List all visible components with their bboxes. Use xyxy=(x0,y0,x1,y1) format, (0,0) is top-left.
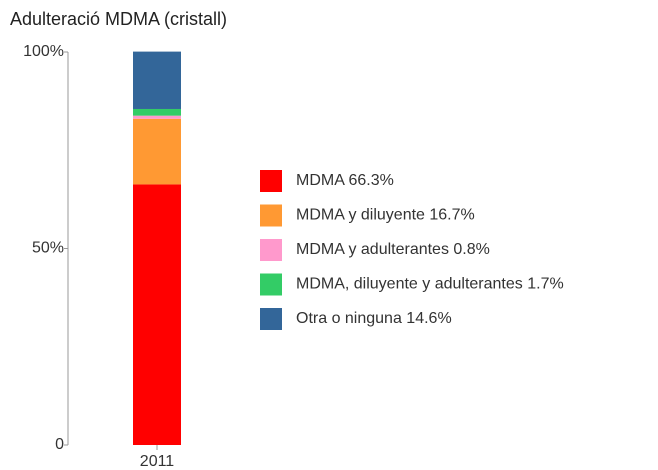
legend-swatch xyxy=(260,170,282,192)
y-tick-label: 100% xyxy=(23,43,64,60)
legend-swatch xyxy=(260,273,282,296)
bar-segment xyxy=(133,115,181,119)
bar-segment xyxy=(133,51,181,109)
legend-label: MDMA y diluyente 16.7% xyxy=(296,207,475,224)
y-tick-label: 50% xyxy=(32,240,64,257)
bar-segment xyxy=(133,184,181,446)
legend-swatch xyxy=(260,204,282,227)
bar-segment xyxy=(133,118,181,185)
legend-swatch xyxy=(260,239,282,261)
bar-segment xyxy=(133,108,181,116)
legend-swatch xyxy=(260,308,282,330)
legend-label: MDMA, diluyente y adulterantes 1.7% xyxy=(296,276,564,293)
chart-title: Adulteració MDMA (cristall) xyxy=(10,9,227,29)
legend-label: MDMA 66.3% xyxy=(296,172,394,189)
legend-label: MDMA y adulterantes 0.8% xyxy=(296,241,490,258)
y-tick-label: 0 xyxy=(55,436,64,453)
x-tick-label: 2011 xyxy=(140,453,175,470)
legend-label: Otra o ninguna 14.6% xyxy=(296,310,452,327)
